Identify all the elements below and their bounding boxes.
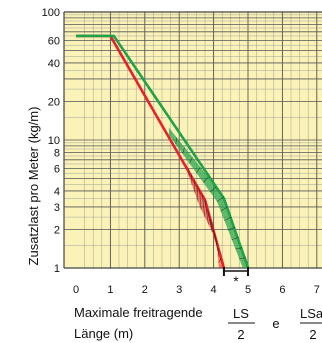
fraction-left-numerator: LS [233,306,249,321]
fraction-left-denominator: 2 [237,327,244,342]
fraction-right-numerator: LSa [300,306,322,321]
y-tick-label: 3 [54,202,60,214]
y-tick-label: 60 [48,35,60,47]
fraction-joiner: e [272,316,279,331]
x-tick-label: 4 [211,284,217,296]
x-tick-label: 3 [176,284,182,296]
x-tick-label: 1 [107,284,113,296]
y-tick-label: 100 [42,7,60,19]
x-tick-label: 0 [73,284,79,296]
major-grid [64,12,322,268]
y-tick-label: 1 [54,263,60,275]
y-axis-label: Zusatzlast pro Meter (kg/m) [26,107,41,266]
x-tick-label: 2 [142,284,148,296]
y-tick-labels: 1 2 3 4 6 810 20 40 60 100 [42,7,60,275]
y-tick-label: 8 [54,147,60,159]
x-tick-label: 5 [245,284,251,296]
x-tick-label: 7 [314,284,320,296]
y-tick-label: 20 [48,96,60,108]
bracket-marker: * [233,273,239,289]
x-tick-label: 6 [279,284,285,296]
y-tick-label: 4 [54,186,60,198]
fraction-right-denominator: 2 [309,327,316,342]
y-tick-label: 2 [54,224,60,236]
y-tick-label: 40 [48,58,60,70]
x-axis-label-line2: Länge (m) [74,326,133,341]
x-axis-label-line1: Maximale freitragende [74,305,203,320]
x-tick-labels: 0 1 2 3 4 5 6 7 [73,284,320,296]
y-tick-label: 6 [54,163,60,175]
y-tick-label: 10 [48,135,60,147]
